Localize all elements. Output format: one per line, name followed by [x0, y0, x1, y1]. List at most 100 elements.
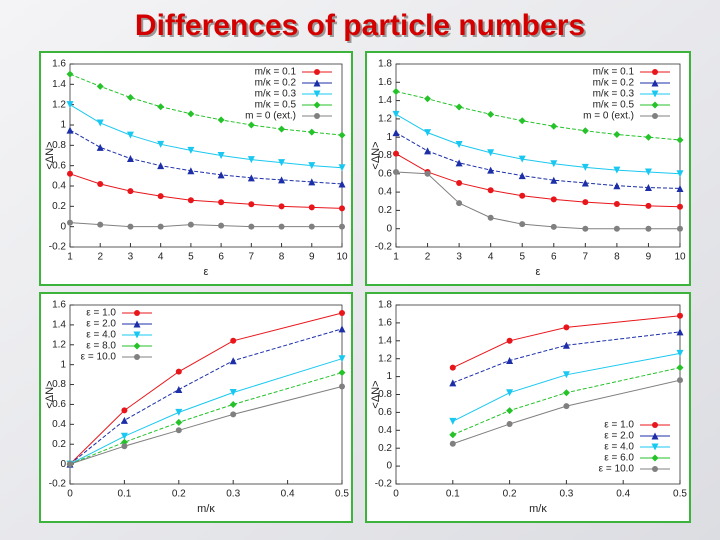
- y-tick-label: 0.8: [52, 140, 66, 151]
- x-tick-label: 0.5: [335, 489, 349, 500]
- marker: [424, 129, 432, 137]
- marker: [126, 94, 134, 102]
- marker: [456, 200, 463, 207]
- y-tick-label: 1.4: [52, 79, 66, 90]
- marker: [550, 160, 558, 168]
- marker: [563, 403, 570, 410]
- y-tick-label: -0.2: [49, 479, 67, 490]
- x-tick-label: 0.4: [281, 489, 295, 500]
- legend-marker: [313, 101, 321, 109]
- marker: [676, 349, 684, 357]
- marker: [677, 312, 683, 319]
- marker: [278, 176, 286, 184]
- y-axis-label: <ΔN>: [370, 141, 382, 169]
- marker: [217, 116, 225, 124]
- marker: [506, 421, 513, 428]
- y-tick-label: 1.2: [52, 339, 66, 350]
- x-axis-label: ε: [536, 266, 541, 278]
- marker: [175, 368, 182, 375]
- y-tick-label: 0.4: [378, 187, 392, 198]
- x-tick-label: 3: [128, 252, 134, 263]
- x-tick-label: 0.4: [616, 489, 630, 500]
- marker: [562, 371, 570, 379]
- marker: [677, 377, 683, 384]
- marker: [247, 121, 255, 129]
- marker: [127, 188, 134, 195]
- marker: [676, 184, 684, 192]
- marker: [97, 180, 104, 187]
- marker: [187, 110, 195, 118]
- marker: [487, 187, 494, 194]
- marker: [157, 193, 164, 200]
- legend-marker: [651, 101, 659, 109]
- legend-marker: [133, 331, 141, 339]
- marker: [67, 170, 73, 177]
- legend-marker: [313, 79, 321, 87]
- y-tick-label: 0: [386, 223, 392, 234]
- marker: [187, 221, 194, 228]
- x-tick-label: 0.1: [446, 489, 460, 500]
- marker: [581, 179, 589, 187]
- marker: [308, 162, 316, 170]
- marker: [96, 119, 104, 127]
- marker: [66, 101, 74, 109]
- x-tick-label: 8: [614, 252, 620, 263]
- legend-marker: [652, 69, 658, 75]
- legend-label: m/κ = 0.2: [593, 78, 635, 89]
- y-tick-label: 1.2: [378, 353, 392, 364]
- series-line: [395, 171, 680, 230]
- legend-marker: [314, 69, 320, 75]
- marker: [248, 223, 255, 230]
- marker: [581, 163, 589, 171]
- marker: [66, 70, 74, 78]
- marker: [338, 131, 346, 139]
- legend-marker: [651, 79, 659, 87]
- series-line: [69, 104, 343, 169]
- marker: [217, 152, 225, 159]
- marker: [67, 219, 73, 226]
- marker: [308, 128, 316, 136]
- marker: [218, 222, 225, 229]
- marker: [66, 126, 74, 134]
- legend-label: ε = 4.0: [604, 442, 634, 453]
- legend-label: ε = 1.0: [604, 420, 634, 431]
- marker: [339, 309, 345, 316]
- legend-label: m/κ = 0.3: [593, 89, 635, 100]
- marker: [677, 225, 683, 232]
- legend-marker: [651, 443, 659, 451]
- marker: [248, 201, 255, 208]
- marker: [506, 389, 514, 397]
- y-tick-label: 0.8: [378, 389, 392, 400]
- marker: [487, 166, 495, 174]
- marker: [424, 170, 431, 177]
- x-tick-label: 7: [249, 252, 255, 263]
- legend-label: ε = 2.0: [86, 319, 116, 330]
- marker: [550, 176, 558, 184]
- plot-frame: [69, 63, 343, 248]
- legend-label: m/κ = 0.3: [255, 89, 297, 100]
- marker: [338, 325, 346, 333]
- y-tick-label: 0.4: [52, 181, 66, 192]
- marker: [157, 162, 165, 170]
- marker: [393, 150, 399, 157]
- marker: [338, 355, 346, 363]
- marker: [550, 223, 557, 230]
- legend-label: ε = 6.0: [604, 453, 634, 464]
- series-line: [69, 222, 342, 228]
- legend-marker: [651, 90, 659, 98]
- marker: [308, 204, 315, 211]
- marker: [676, 364, 684, 372]
- y-tick-label: 1.6: [52, 300, 66, 311]
- marker: [645, 202, 652, 209]
- legend-marker: [133, 320, 141, 328]
- marker: [613, 166, 621, 174]
- marker: [157, 103, 165, 111]
- y-tick-label: 1.6: [378, 77, 392, 88]
- marker: [613, 182, 621, 190]
- x-tick-label: 4: [488, 252, 494, 263]
- marker: [120, 432, 128, 440]
- marker: [187, 146, 195, 154]
- series-line: [395, 90, 681, 141]
- marker: [339, 383, 345, 390]
- x-tick-label: 0.5: [673, 489, 687, 500]
